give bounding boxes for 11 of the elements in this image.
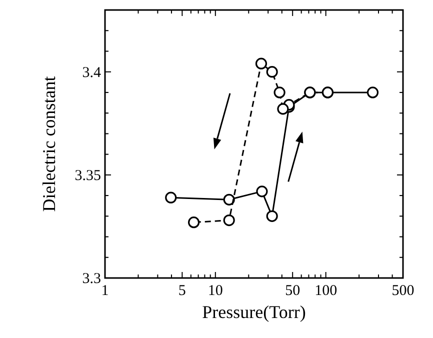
x-axis-title: Pressure(Torr): [202, 302, 306, 322]
y-tick-label: 3.3: [82, 271, 101, 287]
x-tick-label: 500: [392, 283, 414, 299]
y-tick-label: 3.35: [74, 168, 101, 184]
x-tick-label: 10: [208, 283, 223, 299]
y-tick-label: 3.4: [82, 64, 102, 81]
x-tick-label: 50: [285, 283, 300, 299]
x-tick-label: 5: [178, 283, 186, 299]
y-axis-title: Dielectric constant: [39, 76, 59, 212]
x-tick-label: 1: [101, 283, 109, 299]
x-tick-label: 100: [314, 283, 338, 299]
